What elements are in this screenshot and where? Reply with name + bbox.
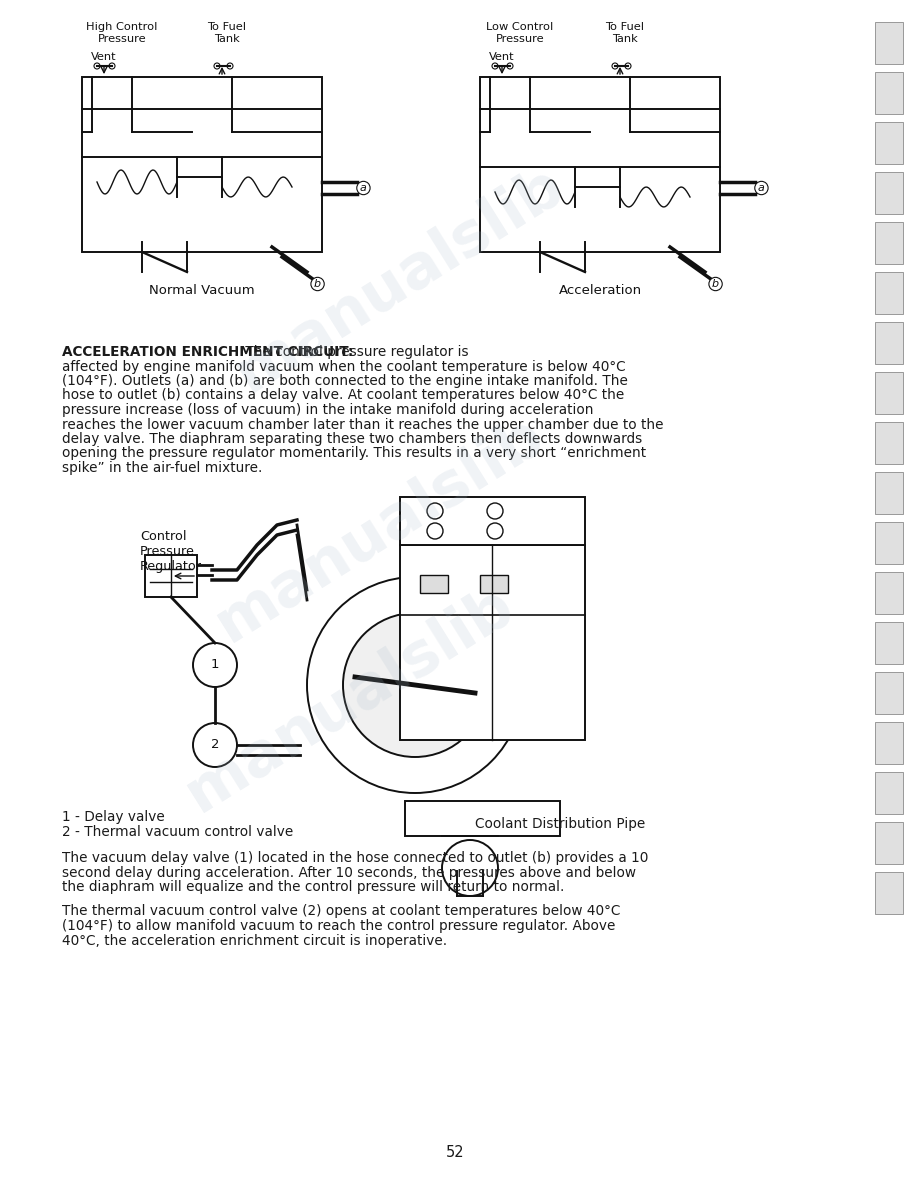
Bar [875,472,903,514]
Bar [480,77,720,252]
Text: (104°F) to allow manifold vacuum to reach the control pressure regulator. Above: (104°F) to allow manifold vacuum to reac… [62,919,615,933]
Bar [480,575,508,593]
Bar [875,522,903,564]
Bar [405,801,560,837]
Bar [875,422,903,464]
Bar [875,372,903,414]
Circle shape [487,503,503,519]
Bar [82,77,322,252]
Text: 2: 2 [211,739,219,752]
Bar [875,21,903,64]
Circle shape [343,613,487,757]
Bar [875,123,903,164]
Circle shape [193,724,237,768]
Text: b: b [314,278,321,289]
Text: hose to outlet (b) contains a delay valve. At coolant temperatures below 40°C th: hose to outlet (b) contains a delay valv… [62,388,624,402]
Circle shape [307,577,523,793]
Circle shape [193,643,237,687]
Text: Normal Vacuum: Normal Vacuum [149,284,255,298]
Text: affected by engine manifold vacuum when the coolant temperature is below 40°C: affected by engine manifold vacuum when … [62,359,626,374]
Bar [875,672,903,714]
Bar [875,223,903,264]
Circle shape [427,503,443,519]
Text: second delay during acceleration. After 10 seconds, the pressures above and belo: second delay during acceleration. After … [62,865,636,879]
Bar [400,545,585,740]
Text: 52: 52 [446,1145,464,1160]
Text: 1: 1 [211,658,219,671]
Text: (104°F). Outlets (a) and (b) are both connected to the engine intake manifold. T: (104°F). Outlets (a) and (b) are both co… [62,374,628,388]
Bar [420,575,448,593]
Text: High Control
Pressure: High Control Pressure [86,21,157,44]
Bar [875,822,903,864]
Bar [875,173,903,214]
Text: manualslib: manualslib [205,406,555,654]
Text: Low Control
Pressure: Low Control Pressure [486,21,553,44]
Text: reaches the lower vacuum chamber later than it reaches the upper chamber due to : reaches the lower vacuum chamber later t… [62,418,663,432]
Text: The vacuum delay valve (1) located in the hose connected to outlet (b) provides : The vacuum delay valve (1) located in th… [62,851,648,865]
Text: 1 - Delay valve: 1 - Delay valve [62,810,165,823]
Text: Acceleration: Acceleration [559,284,642,298]
Text: spike” in the air-fuel mixture.: spike” in the air-fuel mixture. [62,461,262,475]
Text: Coolant Distribution Pipe: Coolant Distribution Pipe [475,818,645,832]
Bar [875,772,903,814]
Bar [875,872,903,914]
Text: ACCELERATION ENRICHMENT CIRCUIT:: ACCELERATION ENRICHMENT CIRCUIT: [62,345,353,359]
Text: Vent: Vent [490,52,515,62]
Text: To Fuel
Tank: To Fuel Tank [605,21,644,44]
Text: 2 - Thermal vacuum control valve: 2 - Thermal vacuum control valve [62,825,293,839]
Text: the diaphram will equalize and the control pressure will return to normal.: the diaphram will equalize and the contr… [62,879,564,894]
Text: Vent: Vent [91,52,116,62]
Circle shape [427,522,443,539]
Text: b: b [712,278,719,289]
Text: delay valve. The diaphram separating these two chambers then deflects downwards: delay valve. The diaphram separating the… [62,432,642,446]
Text: To Fuel
Tank: To Fuel Tank [207,21,247,44]
Text: a: a [360,183,367,193]
Text: manualslib: manualslib [225,156,575,405]
Circle shape [411,681,419,689]
Text: a: a [758,183,765,193]
Text: opening the pressure regulator momentarily. This results in a very short “enrich: opening the pressure regulator momentari… [62,446,646,461]
Text: 40°C, the acceleration enrichment circuit is inoperative.: 40°C, the acceleration enrichment circui… [62,933,447,947]
Bar [400,497,585,545]
Bar [875,722,903,764]
Bar [875,322,903,364]
Bar [875,622,903,664]
Text: pressure increase (loss of vacuum) in the intake manifold during acceleration: pressure increase (loss of vacuum) in th… [62,403,593,416]
Text: The control pressure regulator is: The control pressure regulator is [241,345,469,359]
Circle shape [487,522,503,539]
Bar [145,555,197,597]
Text: The thermal vacuum control valve (2) opens at coolant temperatures below 40°C: The thermal vacuum control valve (2) ope… [62,904,621,919]
Text: manualslib: manualslib [175,576,525,825]
Circle shape [442,840,498,896]
Bar [875,73,903,114]
Bar [875,273,903,314]
Bar [875,572,903,614]
Text: Control
Pressure
Regulator: Control Pressure Regulator [140,530,202,574]
